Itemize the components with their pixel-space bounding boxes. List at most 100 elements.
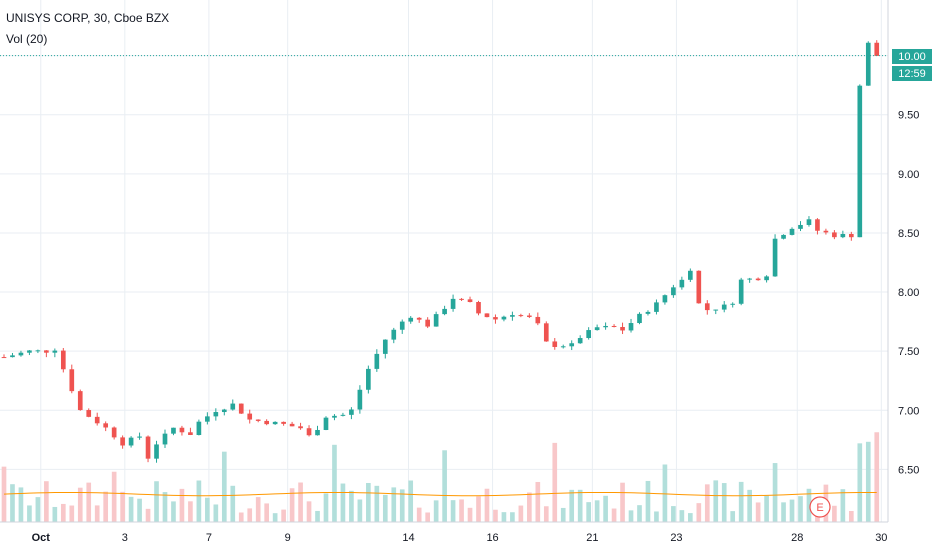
candle-body [171,427,176,434]
candle-body [382,339,388,354]
volume-bar [450,500,456,522]
volume-bar [213,504,219,522]
candle-body [560,346,566,348]
candle-body [798,224,803,229]
volume-bar [798,496,803,522]
volume-bar [857,443,863,522]
candle-body [730,303,736,305]
volume-bar [230,485,236,522]
volume-bar [374,485,380,522]
axes: 9.50 9.00 8.50 8.00 7.50 7.00 6.50 Oct 3 7 9 14 16 21… [0,0,919,544]
candle-body [69,369,75,392]
candle-body [789,228,795,235]
volume-bar [662,464,668,522]
volume-bar [128,496,134,522]
volume-bar [391,487,397,522]
earnings-marker[interactable]: E [809,496,831,518]
volume-bar [543,506,549,522]
candle-body [44,350,49,353]
volume-bar [27,505,32,522]
candle-body [806,219,812,225]
candle-body [77,391,83,411]
volume-bar [738,481,744,522]
volume-bar [552,442,558,522]
volume-bar [340,483,346,522]
candle-body [120,437,125,446]
volume-bar [721,483,727,522]
volume-bar [501,512,507,522]
volume-bar [467,507,473,522]
candle-body [781,234,786,239]
candle-body [688,270,693,280]
candle-body [755,278,761,281]
y-tick-label: 9.00 [898,169,919,181]
volume-bar [772,463,778,522]
volume-bar [188,501,193,522]
volume-bar [111,471,117,522]
volume-bar [789,499,795,522]
earnings-marker-label: E [816,502,823,514]
volume-bar [484,488,490,522]
x-tick-label: 28 [791,532,803,544]
y-tick-label: 8.50 [898,228,919,240]
countdown-label: 12:59 [898,68,926,80]
volume-bar [366,483,371,522]
candle-body [772,238,778,277]
candle-body [111,427,117,438]
candle-body [137,436,142,438]
volume-bar [476,496,481,522]
volume-bar [399,489,405,522]
volume-bar [781,502,786,522]
candle-body [603,325,608,328]
candle-body [94,416,100,424]
volume-indicator-label[interactable]: Vol (20) [6,32,48,46]
x-tick-label: 23 [670,532,682,544]
volume-bar [171,501,176,522]
candle-body [501,316,507,320]
volume-bar [323,493,329,522]
candle-body [205,416,210,422]
candle-body [179,427,185,433]
volume-bar [764,495,769,522]
candle-body [848,233,854,238]
candle-body [696,270,702,304]
candle-body [527,315,532,317]
volume-bar [671,506,676,522]
candle-body [577,338,583,344]
volume-bar [349,490,354,522]
price-label: 10.00 [898,51,926,63]
candle-body [162,433,168,445]
volume-bar [18,487,24,522]
volume-bar [306,501,312,522]
volume-bar [357,499,363,522]
candle-body [620,326,625,331]
candle-body [366,368,371,390]
volume-bar [145,508,151,522]
candle-body [552,341,558,347]
countdown-badge: 12:59 [892,66,932,81]
volume-bar [44,481,49,522]
symbol-title[interactable]: UNISYS CORP, 30, Cboe BZX [6,11,170,25]
volume-bar [69,505,75,522]
y-tick-label: 6.50 [898,464,919,476]
volume-bar [628,510,634,522]
candle-body [628,323,634,331]
volume-bar [848,510,854,522]
volume-bar [196,480,202,522]
volume-bar [281,509,286,522]
grid-lines [0,0,888,522]
volume-bar [264,503,270,522]
volume-bar [1,466,7,522]
volume-bar [603,495,608,522]
candle-body [60,350,66,370]
candle-body [196,421,202,436]
volume-bar [442,450,447,522]
volume-bar [637,505,642,522]
candle-body [654,302,659,312]
candle-body [543,323,549,342]
candle-body [408,317,414,322]
volume-bar [60,503,66,522]
candle-body [188,432,193,436]
candle-body [154,444,159,459]
